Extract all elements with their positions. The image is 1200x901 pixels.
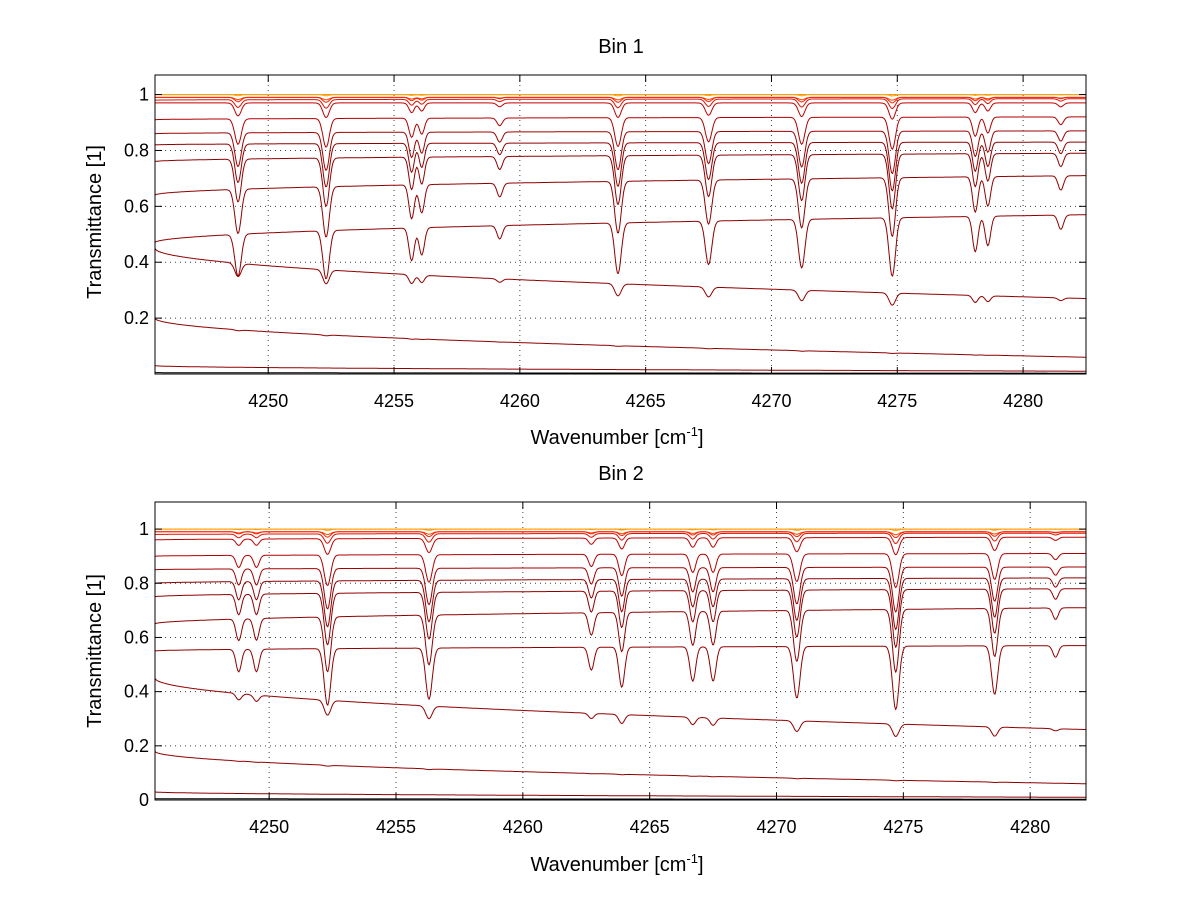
transmittance-series-4 <box>155 96 1086 104</box>
transmittance-series-12 <box>154 645 1086 711</box>
transmittance-series-9 <box>154 577 1086 631</box>
ytick-label: 0.8 <box>124 140 149 160</box>
xtick-label: 4280 <box>1003 391 1043 411</box>
ytick-label: 0.8 <box>124 573 149 593</box>
bin-1-xlabel: Wavenumber [cm-1] <box>530 424 703 449</box>
transmittance-series-10 <box>154 152 1086 210</box>
plot-area-frame <box>154 74 1087 375</box>
transmittance-series-14 <box>154 317 1086 358</box>
ytick-label: 0.6 <box>124 196 149 216</box>
xtick-label: 4275 <box>877 391 917 411</box>
xtick-label: 4260 <box>500 391 540 411</box>
ytick-label: 1 <box>139 85 149 105</box>
ytick-label: 0.4 <box>124 252 149 272</box>
bin-1-title: Bin 1 <box>598 36 644 58</box>
xtick-label: 4255 <box>376 817 416 837</box>
ytick-label: 0.4 <box>124 682 149 702</box>
transmittance-series-12 <box>154 214 1086 280</box>
transmittance-series-11 <box>154 175 1086 238</box>
plot-area-frame <box>154 501 1087 801</box>
transmittance-series-6 <box>154 536 1086 556</box>
transmittance-series-5 <box>155 532 1086 545</box>
transmittance-series-2 <box>155 94 1086 97</box>
xtick-label: 4265 <box>626 391 666 411</box>
transmittance-series-8 <box>154 566 1086 613</box>
ytick-label: 0 <box>139 790 149 810</box>
transmittance-series-7 <box>154 116 1086 150</box>
ytick-label: 0.2 <box>124 308 149 328</box>
bin-2-xlabel: Wavenumber [cm-1] <box>530 851 703 876</box>
transmittance-series-9 <box>154 141 1086 192</box>
transmittance-series-10 <box>154 588 1086 648</box>
xtick-label: 4250 <box>249 817 289 837</box>
bin-2-ylabel: Transmittance [1] <box>84 574 106 728</box>
transmittance-series-2 <box>155 528 1086 532</box>
xtick-label: 4275 <box>883 817 923 837</box>
bin-2-panel: Bin 2 Wavenumber [cm-1] Transmittance [1… <box>84 463 1087 876</box>
bin-1-ylabel: Transmittance [1] <box>84 145 106 299</box>
xtick-label: 4260 <box>503 817 543 837</box>
ytick-label: 0.2 <box>124 736 149 756</box>
transmittance-series-16 <box>155 372 1086 374</box>
transmittance-series-5 <box>155 98 1086 109</box>
bin-2-title: Bin 2 <box>598 463 644 485</box>
xtick-label: 4280 <box>1010 817 1050 837</box>
transmittance-series-6 <box>155 102 1086 120</box>
xtick-label: 4250 <box>248 391 288 411</box>
transmittance-series-14 <box>154 750 1086 785</box>
xtick-label: 4265 <box>630 817 670 837</box>
ytick-label: 1 <box>139 519 149 539</box>
xtick-label: 4270 <box>756 817 796 837</box>
transmittance-series-8 <box>154 130 1086 174</box>
transmittance-series-11 <box>154 607 1086 673</box>
transmittance-series-15 <box>154 365 1086 372</box>
transmittance-series-13 <box>154 677 1087 737</box>
transmittance-series-16 <box>154 798 1086 800</box>
transmittance-series-15 <box>154 791 1086 798</box>
ytick-label: 0.6 <box>124 627 149 647</box>
transmittance-series-7 <box>154 553 1086 589</box>
transmittance-series-13 <box>154 248 1087 306</box>
bin-1-panel: Bin 1 Wavenumber [cm-1] Transmittance [1… <box>84 36 1087 449</box>
transmittance-series-4 <box>155 531 1086 539</box>
xtick-label: 4255 <box>374 391 414 411</box>
xtick-label: 4270 <box>751 391 791 411</box>
